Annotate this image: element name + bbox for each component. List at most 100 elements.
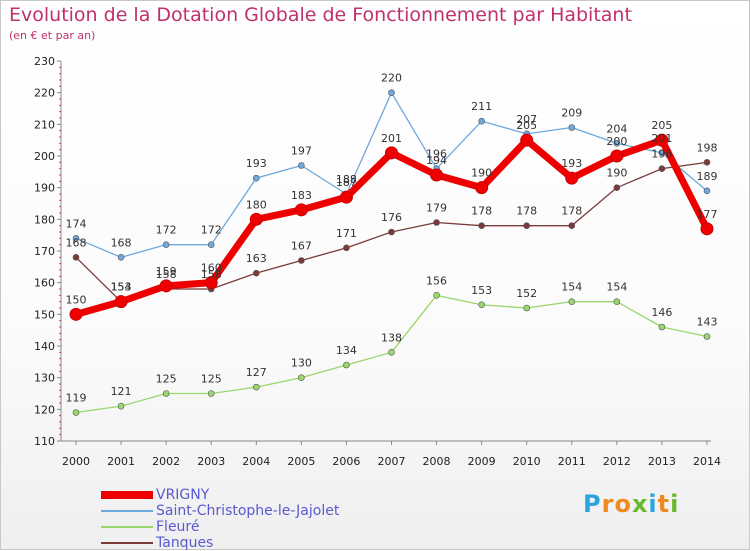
data-label: 158: [156, 268, 177, 281]
data-point: [114, 295, 128, 309]
data-label: 205: [516, 119, 537, 132]
data-label: 154: [111, 281, 132, 294]
data-point: [207, 390, 215, 397]
data-label: 177: [696, 208, 717, 221]
data-label: 154: [561, 281, 582, 294]
data-label: 158: [201, 268, 222, 281]
data-label: 190: [471, 167, 492, 180]
data-label: 159: [156, 265, 177, 278]
data-label: 127: [246, 366, 267, 379]
y-tick-label: 150: [34, 308, 55, 321]
data-point: [72, 254, 80, 261]
data-label: 125: [156, 373, 177, 386]
y-tick-label: 130: [34, 372, 55, 385]
data-label: 152: [516, 287, 537, 300]
data-point: [568, 124, 576, 131]
legend-label: Saint-Christophe-le-Jajolet: [156, 503, 340, 519]
data-label: 168: [111, 236, 132, 249]
proxiti-logo: Proxiti: [583, 490, 679, 518]
data-point: [384, 146, 398, 160]
data-point: [69, 307, 83, 321]
data-label: 150: [66, 293, 87, 306]
legend: VRIGNY Saint-Christophe-le-Jajolet Fleuré T…: [101, 487, 339, 551]
data-label: 196: [426, 148, 447, 161]
data-label: 197: [291, 145, 312, 158]
data-point: [298, 162, 305, 169]
data-point: [700, 222, 714, 236]
data-label: 153: [111, 281, 132, 294]
data-label: 167: [291, 240, 312, 253]
data-point: [343, 361, 350, 369]
data-label: 153: [471, 284, 492, 297]
data-point: [475, 181, 489, 195]
logo-letter: P: [583, 490, 602, 518]
data-point: [252, 269, 260, 277]
data-label: 194: [426, 154, 447, 167]
data-label: 189: [696, 170, 717, 183]
data-point: [207, 241, 215, 248]
legend-swatch: [101, 526, 153, 528]
data-point: [478, 222, 485, 229]
legend-item: Fleuré: [101, 519, 339, 535]
data-point: [343, 244, 350, 252]
data-label: 154: [606, 281, 627, 294]
data-point: [658, 323, 666, 331]
x-tick-label: 2013: [648, 455, 676, 468]
data-point: [478, 301, 485, 309]
x-tick-label: 2014: [693, 455, 721, 468]
data-point: [252, 383, 260, 391]
data-point: [388, 228, 395, 236]
data-point: [72, 409, 80, 416]
legend-label: VRIGNY: [156, 487, 210, 503]
legend-item: VRIGNY: [101, 487, 339, 503]
data-point: [523, 222, 531, 229]
data-label: 178: [561, 205, 582, 218]
data-label: 125: [201, 373, 222, 386]
data-label: 207: [516, 113, 537, 126]
chart-subtitle: (en € et par an): [9, 29, 96, 42]
x-tick-label: 2010: [513, 455, 541, 468]
data-label: 130: [291, 357, 312, 370]
y-tick-label: 220: [34, 87, 55, 100]
data-point: [249, 212, 263, 226]
data-point: [565, 171, 579, 185]
data-point: [162, 241, 170, 248]
x-tick-label: 2004: [242, 455, 270, 468]
data-point: [159, 279, 173, 293]
x-tick-label: 2011: [558, 455, 586, 468]
data-point: [117, 402, 125, 410]
data-point: [703, 187, 711, 195]
data-point: [433, 292, 440, 299]
data-label: 172: [156, 224, 177, 237]
logo-letter: i: [670, 490, 680, 518]
data-label: 196: [651, 148, 672, 161]
chart-title: Evolution de la Dotation Globale de Fonc…: [9, 4, 632, 26]
data-label: 134: [336, 344, 357, 357]
data-label: 172: [201, 224, 222, 237]
data-point: [568, 298, 576, 305]
data-label: 160: [201, 262, 222, 275]
y-tick-label: 110: [34, 435, 55, 448]
data-label: 204: [606, 122, 627, 135]
y-tick-label: 160: [34, 277, 55, 290]
data-point: [204, 276, 218, 290]
logo-letter: o: [614, 490, 632, 518]
data-label: 171: [336, 227, 357, 240]
y-tick-label: 210: [34, 118, 55, 131]
data-point: [72, 235, 80, 242]
data-point: [388, 89, 395, 96]
x-tick-label: 2000: [62, 455, 90, 468]
data-point: [610, 149, 624, 163]
data-point: [613, 184, 621, 191]
data-label: 190: [606, 167, 627, 180]
data-label: 205: [651, 119, 672, 132]
x-tick-label: 2008: [423, 455, 451, 468]
data-point: [252, 174, 260, 182]
data-point: [433, 219, 440, 226]
data-label: 209: [561, 107, 582, 120]
x-tick-label: 2007: [377, 455, 405, 468]
logo-letter: r: [601, 490, 615, 518]
data-point: [162, 390, 170, 397]
